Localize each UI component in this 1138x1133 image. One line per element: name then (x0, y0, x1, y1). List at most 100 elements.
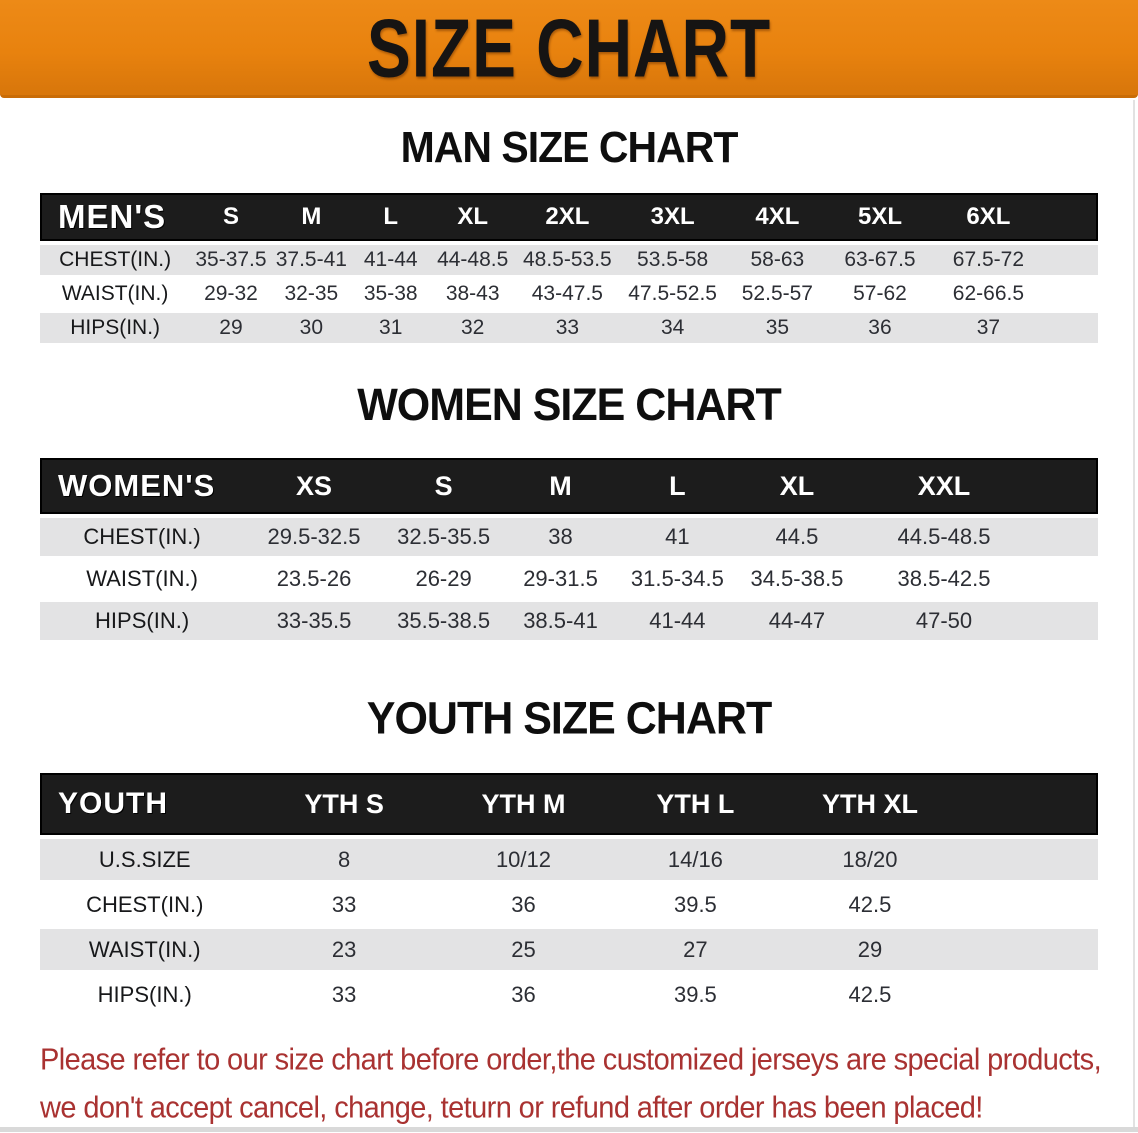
measurement-label: HIPS(IN.) (40, 313, 191, 343)
size-chart-section-women: WOMEN SIZE CHART WOMEN'S XS S M L XL XXL CHEST… (0, 347, 1138, 644)
measurement-label: U.S.SIZE (40, 839, 250, 880)
row-spacer (957, 839, 1098, 880)
section-heading: WOMEN SIZE CHART (357, 379, 782, 431)
size-value: 38 (503, 518, 618, 556)
size-value: 39.5 (608, 884, 783, 925)
header-spacer (1046, 193, 1098, 241)
section-heading: YOUTH SIZE CHART (366, 693, 772, 745)
size-value: 38-43 (430, 279, 515, 309)
size-value: 36 (438, 974, 609, 1015)
size-value: 32 (430, 313, 515, 343)
size-value: 31 (351, 313, 431, 343)
row-spacer (957, 929, 1098, 970)
disclaimer-line-1: Please refer to our size chart before or… (40, 1043, 1102, 1077)
size-value: 8 (249, 839, 439, 880)
table-row: CHEST(IN.) 33 36 39.5 42.5 (40, 884, 1098, 925)
size-column-header: 2XL (515, 193, 620, 241)
size-value: 39.5 (608, 974, 783, 1015)
size-table: MEN'S S M L XL 2XL 3XL 4XL 5XL 6XL CHEST(IN.) 35-3… (40, 189, 1098, 347)
size-value: 29 (782, 929, 958, 970)
row-spacer (1031, 518, 1098, 556)
size-column-header: 3XL (619, 193, 726, 241)
size-column-header: XL (430, 193, 515, 241)
image-right-edge (1133, 100, 1135, 1132)
row-spacer (1046, 245, 1098, 275)
row-spacer (1046, 313, 1098, 343)
measurement-label: WAIST(IN.) (40, 279, 191, 309)
size-value: 53.5-58 (619, 245, 726, 275)
size-column-header: 4XL (725, 193, 830, 241)
size-value: 62-66.5 (930, 279, 1047, 309)
size-value: 63-67.5 (829, 245, 931, 275)
size-column-header: YTH S (249, 773, 439, 835)
measurement-label: WAIST(IN.) (40, 929, 250, 970)
table-row: U.S.SIZE 8 10/12 14/16 18/20 (40, 839, 1098, 880)
size-column-header: 6XL (930, 193, 1047, 241)
size-value: 47.5-52.5 (619, 279, 726, 309)
row-spacer (1031, 602, 1098, 640)
size-value: 32.5-35.5 (383, 518, 504, 556)
disclaimer: Please refer to our size chart before or… (0, 1035, 1138, 1131)
size-value: 67.5-72 (930, 245, 1047, 275)
size-column-header: XXL (856, 458, 1032, 514)
header-spacer (957, 773, 1098, 835)
size-value: 36 (829, 313, 931, 343)
size-value: 33 (249, 974, 439, 1015)
table-row: CHEST(IN.) 29.5-32.5 32.5-35.5 38 41 44.5 44.5… (40, 518, 1098, 556)
size-table: WOMEN'S XS S M L XL XXL CHEST(IN.) 29.5-32.5 32.… (40, 454, 1098, 644)
measurement-label: HIPS(IN.) (40, 974, 250, 1015)
header-spacer (1031, 458, 1098, 514)
size-column-header: L (617, 458, 738, 514)
size-value: 48.5-53.5 (515, 245, 620, 275)
size-value: 33 (249, 884, 439, 925)
size-value: 33-35.5 (244, 602, 384, 640)
size-value: 29.5-32.5 (244, 518, 384, 556)
size-value: 29 (190, 313, 272, 343)
measurement-label: HIPS(IN.) (40, 602, 245, 640)
size-value: 29-31.5 (503, 560, 618, 598)
size-chart-section-youth: YOUTH SIZE CHART YOUTH YTH S YTH M YTH L YTH… (0, 644, 1138, 1019)
size-value: 44-47 (737, 602, 857, 640)
size-column-header: 5XL (829, 193, 931, 241)
table-header-label: MEN'S (40, 193, 191, 241)
table-header-label: WOMEN'S (40, 458, 245, 514)
size-column-header: YTH M (438, 773, 609, 835)
size-value: 41 (617, 518, 738, 556)
table-row: HIPS(IN.) 33-35.5 35.5-38.5 38.5-41 41-44 44-… (40, 602, 1098, 640)
size-value: 18/20 (782, 839, 958, 880)
size-value: 27 (608, 929, 783, 970)
size-value: 35 (725, 313, 830, 343)
size-column-header: YTH L (608, 773, 783, 835)
size-column-header: L (351, 193, 431, 241)
table-row: WAIST(IN.) 29-32 32-35 35-38 38-43 43-47.5 47.… (40, 279, 1098, 309)
size-value: 32-35 (271, 279, 352, 309)
size-value: 58-63 (725, 245, 830, 275)
measurement-label: CHEST(IN.) (40, 245, 191, 275)
size-value: 31.5-34.5 (617, 560, 738, 598)
table-row: HIPS(IN.) 29 30 31 32 33 34 35 36 37 (40, 313, 1098, 343)
size-value: 41-44 (617, 602, 738, 640)
size-value: 52.5-57 (725, 279, 830, 309)
size-value: 34 (619, 313, 726, 343)
size-value: 36 (438, 884, 609, 925)
size-value: 35-38 (351, 279, 431, 309)
row-spacer (957, 884, 1098, 925)
measurement-label: CHEST(IN.) (40, 518, 245, 556)
size-value: 47-50 (856, 602, 1032, 640)
table-row: WAIST(IN.) 23 25 27 29 (40, 929, 1098, 970)
size-table-header-row: YOUTH YTH S YTH M YTH L YTH XL (40, 773, 1098, 835)
size-value: 10/12 (438, 839, 609, 880)
size-value: 14/16 (608, 839, 783, 880)
size-column-header: M (503, 458, 618, 514)
size-value: 30 (271, 313, 352, 343)
size-value: 37 (930, 313, 1047, 343)
size-value: 44-48.5 (430, 245, 515, 275)
disclaimer-line-2: we don't accept cancel, change, teturn o… (40, 1091, 983, 1125)
size-column-header: XS (244, 458, 384, 514)
size-value: 37.5-41 (271, 245, 352, 275)
row-spacer (1031, 560, 1098, 598)
measurement-label: WAIST(IN.) (40, 560, 245, 598)
size-value: 33 (515, 313, 620, 343)
size-chart-sections: MAN SIZE CHART MEN'S S M L XL 2XL 3XL 4XL 5XL 6XL… (0, 98, 1138, 1019)
